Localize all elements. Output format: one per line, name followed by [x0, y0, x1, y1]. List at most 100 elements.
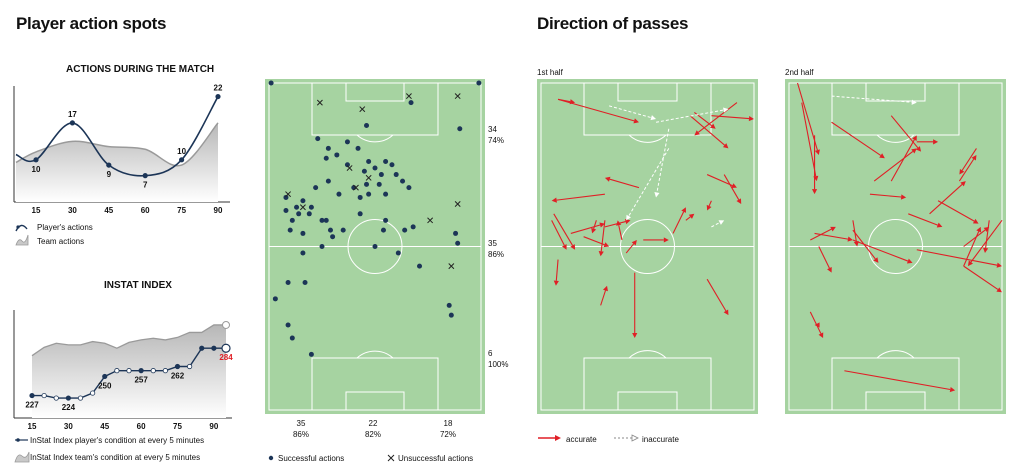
accurate-pass-arrow [604, 221, 626, 228]
legend-successful: Successful actions [278, 454, 345, 463]
legend-team-actions: Team actions [37, 237, 85, 246]
player-action-point [179, 157, 185, 163]
successful-action-point [376, 181, 382, 187]
player-dot-icon [16, 438, 20, 442]
successful-action-point [283, 194, 289, 200]
x-tick-label: 90 [214, 206, 223, 215]
accurate-pass-arrowhead [900, 194, 907, 200]
accurate-pass-arrow [557, 98, 571, 103]
accurate-pass-arrowhead [722, 143, 729, 149]
accurate-pass-arrow [831, 121, 882, 156]
unsuccessful-action-point [448, 263, 455, 270]
passes-pitch-first-half [537, 79, 758, 414]
accurate-pass-arrowhead [912, 135, 917, 141]
accurate-pass-arrowhead [603, 285, 608, 292]
successful-action-point [268, 80, 274, 86]
x-tick-label: 45 [104, 206, 113, 215]
accurate-pass-arrow [852, 220, 857, 242]
player-action-value-label: 22 [214, 84, 223, 93]
index-value-label: 262 [171, 371, 185, 380]
accurate-pass-arrow [970, 220, 1003, 263]
accurate-pass-arrowhead [551, 197, 557, 203]
player-index-point [77, 395, 84, 401]
heading-instat-index: INSTAT INDEX [104, 280, 172, 291]
accurate-pass-arrowhead [906, 258, 913, 264]
instat-index-chart: 227 224 250 257 262 284 15 30 45 60 75 90 [13, 310, 233, 431]
successful-action-point [289, 217, 295, 223]
team-index-end-point [222, 320, 230, 329]
accurate-pass-arrowhead [911, 148, 917, 154]
successful-action-point [296, 211, 302, 217]
accurate-pass-arrowhead [569, 99, 576, 105]
zone-bottom-left-pct: 86% [292, 430, 309, 439]
accurate-pass-arrowhead [681, 207, 686, 213]
accurate-pass-arrowhead [599, 222, 605, 228]
accurate-pass-arrow [810, 228, 832, 241]
unsuccessful-action-point [316, 99, 323, 106]
index-value-label: 227 [25, 401, 39, 410]
successful-action-point [287, 227, 293, 233]
legend-index-team: InStat Index team's condition at every 5… [30, 453, 201, 462]
inaccurate-arrow-icon [614, 434, 639, 442]
player-action-value-label: 7 [143, 181, 148, 190]
accurate-pass-arrowhead [996, 287, 1002, 293]
inaccurate-pass-arrowhead [723, 107, 729, 113]
team-index-line [31, 324, 226, 357]
successful-action-point [446, 302, 452, 308]
zone-right-top-pct: 74% [488, 136, 505, 145]
accurate-pass-arrowhead [976, 226, 982, 233]
accurate-pass-arrowhead [827, 267, 832, 273]
accurate-pass-arrowhead [853, 241, 859, 247]
team-area-icon [15, 234, 29, 246]
zone-bottom-right: 18 72% [437, 418, 459, 440]
accurate-pass-arrow [852, 239, 909, 262]
accurate-pass-arrow [708, 200, 712, 207]
accurate-pass-arrowhead [723, 309, 729, 316]
accurate-pass-arrowhead [663, 237, 669, 243]
legend-icons-actions [15, 224, 29, 246]
pitch-markings [788, 82, 1003, 411]
x-tick-label: 60 [141, 206, 150, 215]
accurate-pass-arrowhead [706, 204, 712, 211]
player-index-point [138, 368, 144, 374]
player-action-value-label: 9 [107, 170, 112, 179]
zone-bottom-mid-pct: 82% [364, 430, 381, 439]
accurate-pass-arrow [801, 102, 817, 177]
successful-action-point [395, 250, 401, 256]
accurate-pass-arrow [890, 139, 915, 182]
successful-action-point [340, 227, 346, 233]
player-index-point [53, 395, 59, 401]
accurate-pass-arrow [963, 265, 999, 290]
action-spots-pitch [265, 79, 485, 414]
successful-action-point [306, 211, 312, 217]
successful-action-point [344, 162, 350, 168]
successful-action-point [453, 230, 459, 236]
accurate-pass-arrowhead [694, 130, 700, 136]
accurate-pass-arrowhead [983, 247, 989, 254]
accurate-pass-arrow [556, 193, 605, 201]
successful-action-point [308, 351, 314, 357]
accurate-pass-arrowhead [570, 244, 576, 250]
accurate-pass-arrow [937, 200, 975, 222]
x-tick-label: 60 [137, 422, 146, 431]
successful-action-point [378, 172, 384, 178]
inaccurate-pass-arrowhead [718, 220, 725, 225]
successful-action-point [393, 172, 399, 178]
player-index-point [65, 395, 71, 401]
accurate-pass-arrowhead [633, 118, 639, 124]
accurate-pass-arrowhead [830, 226, 836, 232]
accurate-pass-arrow [583, 236, 605, 246]
accurate-pass-arrowhead [873, 257, 879, 263]
legend-icons-index [14, 438, 30, 463]
zone-bottom-right-count: 18 [443, 419, 453, 428]
player-index-point [199, 345, 205, 351]
successful-action-point [448, 312, 454, 318]
unsuccessful-action-point [427, 217, 434, 224]
heading-actions-during-match: ACTIONS DURING THE MATCH [66, 64, 215, 75]
successful-action-point [389, 162, 395, 168]
successful-action-point [417, 263, 423, 269]
unsuccessful-action-point [299, 204, 306, 211]
unsuccessful-action-point [405, 93, 412, 100]
successful-action-point [330, 234, 336, 240]
accurate-pass-arrowhead [983, 226, 990, 232]
